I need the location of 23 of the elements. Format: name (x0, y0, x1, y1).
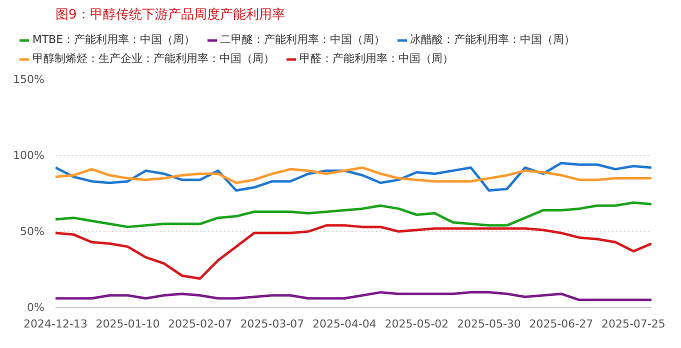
legend-label: MTBE：产能利用率：中国（周） (32, 32, 196, 47)
x-tick-label: 2025-05-02 (384, 318, 449, 330)
y-tick-label: 100% (13, 149, 45, 162)
line-series (56, 201, 652, 228)
y-tick-label: 0% (27, 301, 44, 314)
line-series (56, 224, 652, 280)
line-series (56, 291, 652, 302)
chart-title: 图9：甲醇传统下游产品周度产能利用率 (56, 6, 285, 22)
legend-label: 二甲醚：产能利用率：中国（周） (220, 32, 386, 47)
y-tick-label: 50% (20, 225, 45, 238)
x-tick-label: 2025-07-25 (601, 318, 666, 330)
x-tick-label: 2025-02-07 (168, 318, 232, 330)
x-tick-label: 2025-03-07 (240, 318, 304, 330)
x-tick-label: 2025-05-30 (456, 318, 521, 330)
y-tick-label: 150% (13, 73, 45, 86)
legend-label: 甲醛：产能利用率：中国（周） (299, 51, 454, 66)
line-series (56, 166, 652, 184)
x-tick-label: 2025-01-10 (96, 318, 160, 330)
legend-label: 冰醋酸：产能利用率：中国（周） (410, 32, 576, 47)
x-tick-label: 2024-12-13 (24, 318, 88, 330)
x-tick-label: 2025-04-04 (312, 318, 376, 330)
x-tick-label: 2025-06-27 (529, 318, 594, 330)
legend-label: 甲醇制烯烃：生产企业：产能利用率：中国（周） (32, 51, 274, 66)
